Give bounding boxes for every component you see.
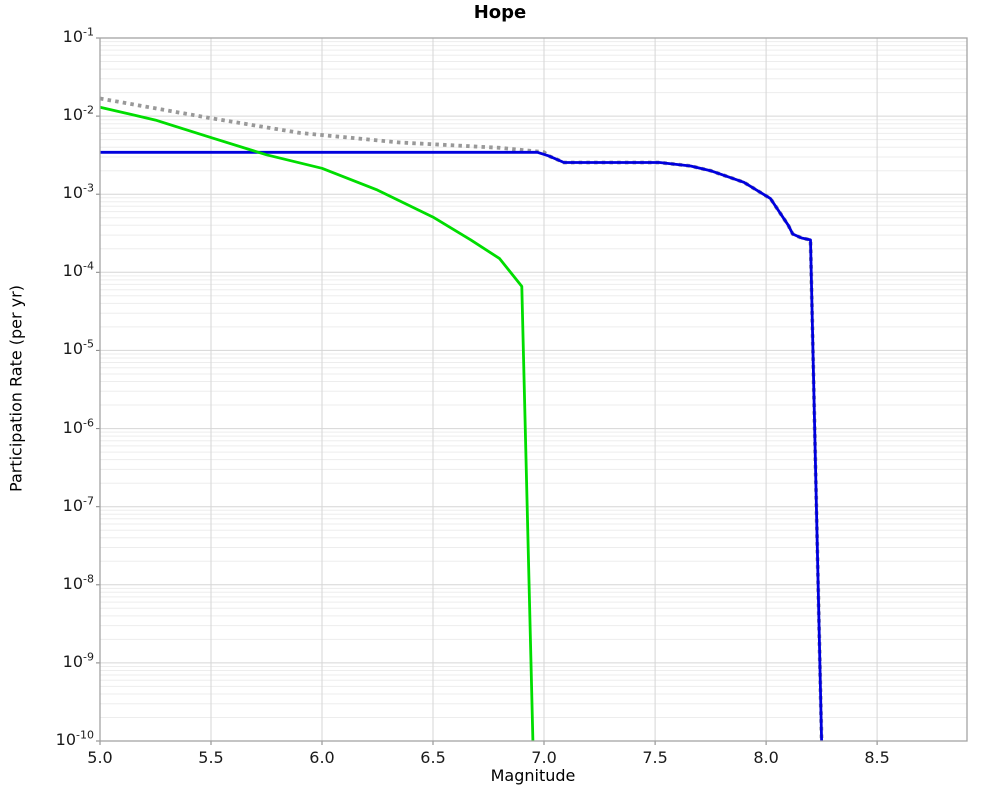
y-tick-label: 10-1 xyxy=(62,25,94,46)
series-blue-curve xyxy=(100,150,823,742)
y-tick-label: 10-9 xyxy=(62,650,94,671)
y-tick-label: 10-3 xyxy=(62,181,94,203)
x-tick-label: 6.0 xyxy=(309,748,335,767)
chart-title: Hope xyxy=(473,2,527,23)
grid-minor-lines xyxy=(100,41,967,718)
series-green-curve xyxy=(99,105,535,742)
x-tick-label: 5.0 xyxy=(87,748,113,767)
y-tick-label: 10-5 xyxy=(62,338,94,359)
y-axis-label: Participation Rate (per yr) xyxy=(6,285,26,492)
x-tick-label: 5.5 xyxy=(198,748,224,767)
plot-area xyxy=(100,38,967,741)
y-tick-label: 10-4 xyxy=(62,260,94,281)
plot-frame xyxy=(99,37,968,742)
x-tick-label: 6.5 xyxy=(420,748,446,767)
series-gray-dotted-curve xyxy=(99,96,824,742)
y-tick-label: 10-8 xyxy=(62,572,94,593)
x-tick-label: 7.0 xyxy=(531,748,557,767)
y-tick-label: 10-2 xyxy=(62,103,94,125)
x-tick-label: 8.5 xyxy=(864,748,890,767)
x-axis-label: Magnitude xyxy=(490,766,576,785)
axis-tick-marks xyxy=(96,37,878,745)
y-tick-label: 10-10 xyxy=(55,728,94,749)
y-tick-label: 10-6 xyxy=(62,416,94,437)
y-tick-label: 10-7 xyxy=(62,494,94,515)
x-tick-label: 7.5 xyxy=(642,748,668,767)
x-tick-label: 8.0 xyxy=(753,748,779,767)
